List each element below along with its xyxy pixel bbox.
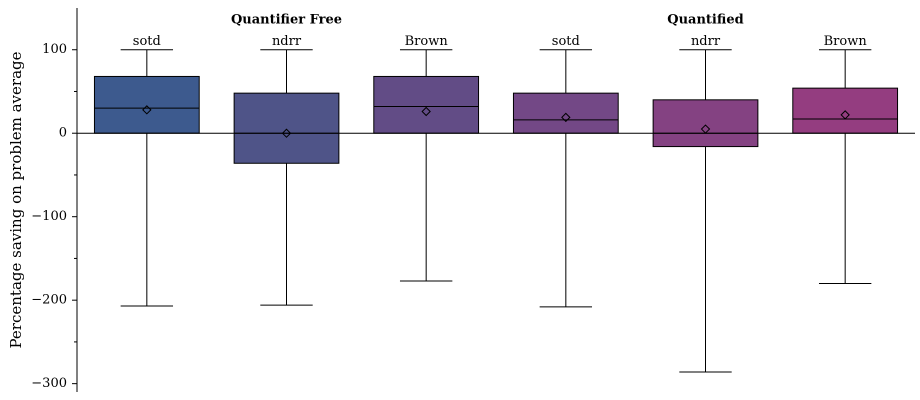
group-label: Quantified xyxy=(667,13,743,28)
box-label: Brown xyxy=(824,34,868,49)
box-label: ndrr xyxy=(691,34,721,49)
mean-marker xyxy=(281,128,292,138)
mean-marker xyxy=(561,112,571,123)
y-axis-label: Percentage saving on problem average xyxy=(7,51,25,348)
y-tick-label: −300 xyxy=(31,376,67,391)
box xyxy=(233,92,340,164)
box-label: Brown xyxy=(405,34,449,49)
box-label: sotd xyxy=(133,34,161,49)
box xyxy=(652,99,759,148)
y-tick-label: 100 xyxy=(42,42,67,57)
y-tick-label: 0 xyxy=(59,126,67,141)
mean-marker xyxy=(142,105,152,115)
box-label: sotd xyxy=(552,34,580,49)
mean-marker xyxy=(421,106,431,117)
y-tick-label: −100 xyxy=(31,209,67,224)
y-tick-label: −200 xyxy=(31,293,67,308)
box xyxy=(93,75,200,134)
box-label: ndrr xyxy=(272,34,302,49)
box xyxy=(373,75,480,134)
group-label: Quantifier Free xyxy=(231,13,342,28)
mean-marker xyxy=(840,110,850,120)
